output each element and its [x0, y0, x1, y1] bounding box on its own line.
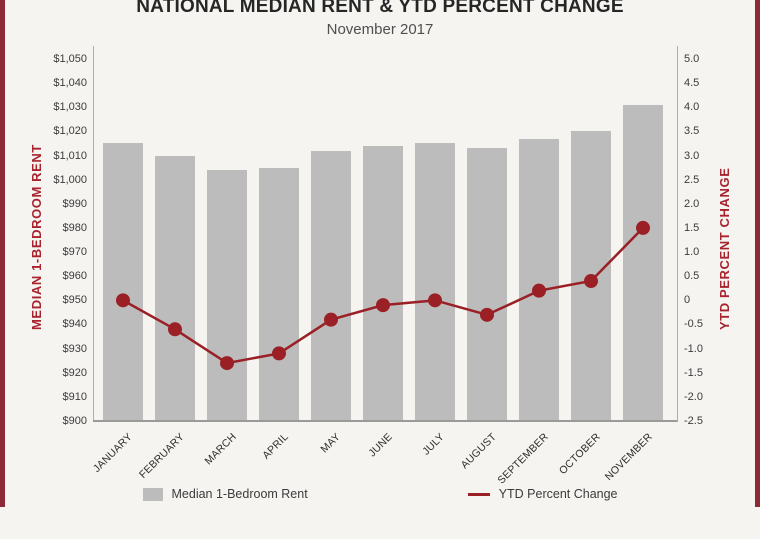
x-axis-tick-label-may: MAY [318, 430, 343, 456]
right-axis-tick-label: 2.5 [684, 173, 700, 186]
bar-october [571, 131, 611, 421]
bar-february [155, 155, 195, 421]
left-axis-tick-label: $900 [62, 415, 87, 427]
chart-subtitle: November 2017 [326, 21, 434, 38]
legend-bar-label: Median 1-Bedroom Rent [171, 487, 308, 501]
left-axis-line [93, 46, 94, 422]
bar-september [519, 138, 559, 421]
x-axis-tick-label-june: JUNE [366, 430, 395, 460]
bar-june [363, 145, 403, 421]
x-axis-tick-label-september: SEPTEMBER [495, 430, 551, 487]
right-axis-tick-label: 2.0 [684, 197, 700, 210]
right-axis-tick-label: -0.5 [684, 318, 703, 331]
left-axis-tick-label: $1,020 [53, 125, 87, 138]
right-axis-tick-label: 0 [684, 294, 691, 307]
legend-line-label: YTD Percent Change [498, 487, 618, 501]
left-axis-tick-label: $990 [62, 197, 87, 210]
x-axis-tick-label-january: JANUARY [90, 430, 135, 475]
left-axis-tick-label: $1,010 [53, 149, 87, 162]
right-axis-tick-label: 1.5 [684, 221, 700, 234]
x-axis-tick-label-august: AUGUST [458, 430, 499, 472]
bar-november [623, 104, 663, 421]
bottom-axis-line [93, 420, 677, 422]
left-axis-tick-label: $980 [62, 221, 87, 234]
bar-april [259, 167, 299, 421]
legend-item-bar: Median 1-Bedroom Rent [142, 487, 308, 501]
right-axis-tick-label: 5.0 [684, 53, 700, 65]
left-axis-tick-label: $950 [62, 294, 87, 307]
left-axis-tick-label: $920 [62, 366, 87, 379]
right-axis-tick-label: 4.5 [684, 77, 700, 90]
x-axis-tick-label-february: FEBRUARY [136, 430, 187, 481]
legend: Median 1-Bedroom Rent YTD Percent Change [5, 487, 755, 501]
line-swatch-icon [467, 492, 490, 496]
right-axis-tick-label: 1.0 [684, 246, 700, 259]
chart-frame: NATIONAL MEDIAN RENT & YTD PERCENT CHANG… [0, 0, 760, 507]
bar-january [103, 143, 143, 421]
x-axis-tick-label-november: NOVEMBER [602, 430, 655, 484]
bar-august [467, 148, 507, 421]
right-axis-tick-label: -1.5 [684, 366, 703, 379]
right-axis-tick-label: 0.5 [684, 270, 700, 283]
x-axis-tick-label-april: APRIL [260, 430, 291, 462]
bar-march [207, 170, 247, 421]
chart-title: NATIONAL MEDIAN RENT & YTD PERCENT CHANG… [136, 0, 624, 17]
legend-item-line: YTD Percent Change [467, 487, 618, 501]
right-axis-tick-label: -1.0 [684, 342, 703, 355]
left-axis-tick-label: $1,030 [53, 101, 87, 114]
left-axis-tick-label: $940 [62, 318, 87, 331]
right-axis-tick-label: -2.5 [684, 415, 703, 427]
left-axis-tick-label: $1,000 [53, 173, 87, 186]
x-axis-tick-label-march: MARCH [202, 430, 239, 468]
bar-may [311, 150, 351, 421]
left-axis-tick-label: $1,050 [53, 53, 87, 65]
right-axis-tick-label: -2.0 [684, 390, 703, 403]
left-axis-tick-label: $970 [62, 246, 87, 259]
left-axis-tick-label: $960 [62, 270, 87, 283]
left-axis-tick-label: $1,040 [53, 77, 87, 90]
bar-swatch-icon [142, 487, 163, 501]
bar-july [415, 143, 455, 421]
right-axis-tick-label: 3.5 [684, 125, 700, 138]
right-axis-line [677, 46, 678, 422]
left-axis-tick-label: $910 [62, 390, 87, 403]
x-axis-tick-label-july: JULY [420, 430, 447, 458]
right-axis-tick-label: 3.0 [684, 149, 700, 162]
x-axis-tick-label-october: OCTOBER [556, 430, 603, 477]
right-axis-tick-label: 4.0 [684, 101, 700, 114]
left-axis-tick-label: $930 [62, 342, 87, 355]
